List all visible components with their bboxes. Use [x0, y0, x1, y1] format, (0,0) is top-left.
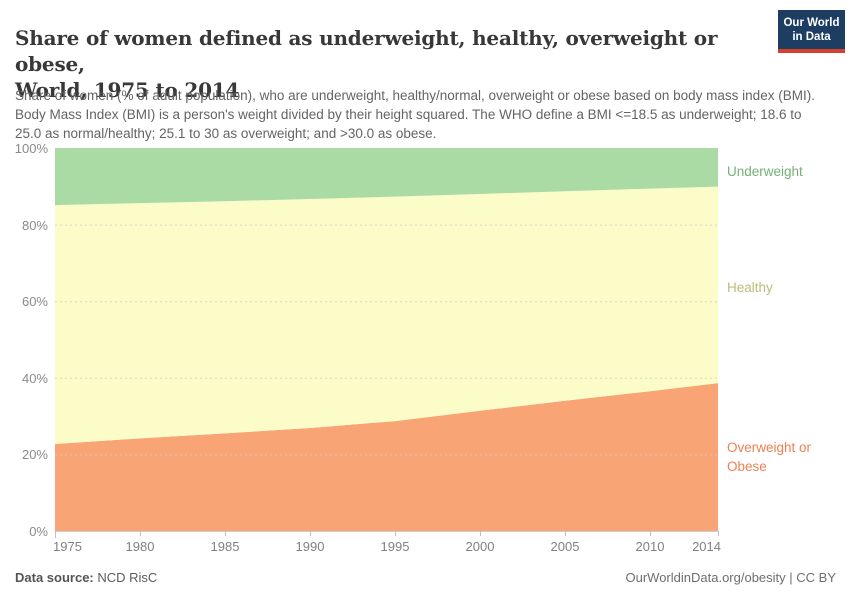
chart-title: Share of women defined as underweight, h… [15, 25, 775, 103]
y-tick-label-20: 20% [21, 447, 48, 463]
data-source-value: NCD RisC [93, 570, 158, 585]
series-label-underweight: Underweight [727, 164, 803, 179]
y-axis: 0% 20% 40% 60% 80% 100% [0, 141, 48, 539]
y-tick-label-80: 80% [21, 217, 48, 233]
x-tick-label-2005: 2005 [550, 539, 580, 554]
x-tick-label-1985: 1985 [210, 539, 240, 554]
data-source: Data source: NCD RisC [15, 570, 157, 585]
chart-title-line-1: Share of women defined as underweight, h… [15, 26, 718, 77]
series-label-overweight-or-obese: Overweight or Obese [727, 440, 812, 474]
stacked-area-plot [55, 148, 719, 538]
x-tick-label-1975: 1975 [53, 539, 82, 554]
logo-text-line-1: Our World [783, 17, 840, 29]
x-tick-label-2014: 2014 [692, 539, 721, 554]
y-tick-label-60: 60% [21, 294, 48, 310]
x-tick-label-1995: 1995 [380, 539, 410, 554]
logo-text-line-2: in Data [792, 30, 831, 43]
y-tick-label-40: 40% [21, 370, 48, 386]
x-tick-label-1990: 1990 [295, 539, 325, 554]
x-tick-label-1980: 1980 [125, 539, 155, 554]
data-source-label: Data source: [15, 570, 94, 585]
chart-title-line-2: World, 1975 to 2014 [15, 78, 240, 103]
owid-logo: Our World in Data [778, 10, 845, 53]
x-tick-label-2010: 2010 [635, 539, 665, 554]
chart-subtitle: Share of women (% of adult population), … [15, 87, 815, 141]
credit-text: OurWorldinData.org/obesity | CC BY [625, 570, 837, 585]
area-healthy [55, 186, 718, 445]
x-tick-label-2000: 2000 [465, 539, 495, 554]
series-label-healthy: Healthy [727, 280, 773, 295]
area-overweight-or-obese [55, 383, 718, 531]
area-underweight [55, 148, 718, 206]
y-tick-label-100: 100% [14, 141, 48, 156]
y-tick-label-0: 0% [29, 524, 48, 539]
